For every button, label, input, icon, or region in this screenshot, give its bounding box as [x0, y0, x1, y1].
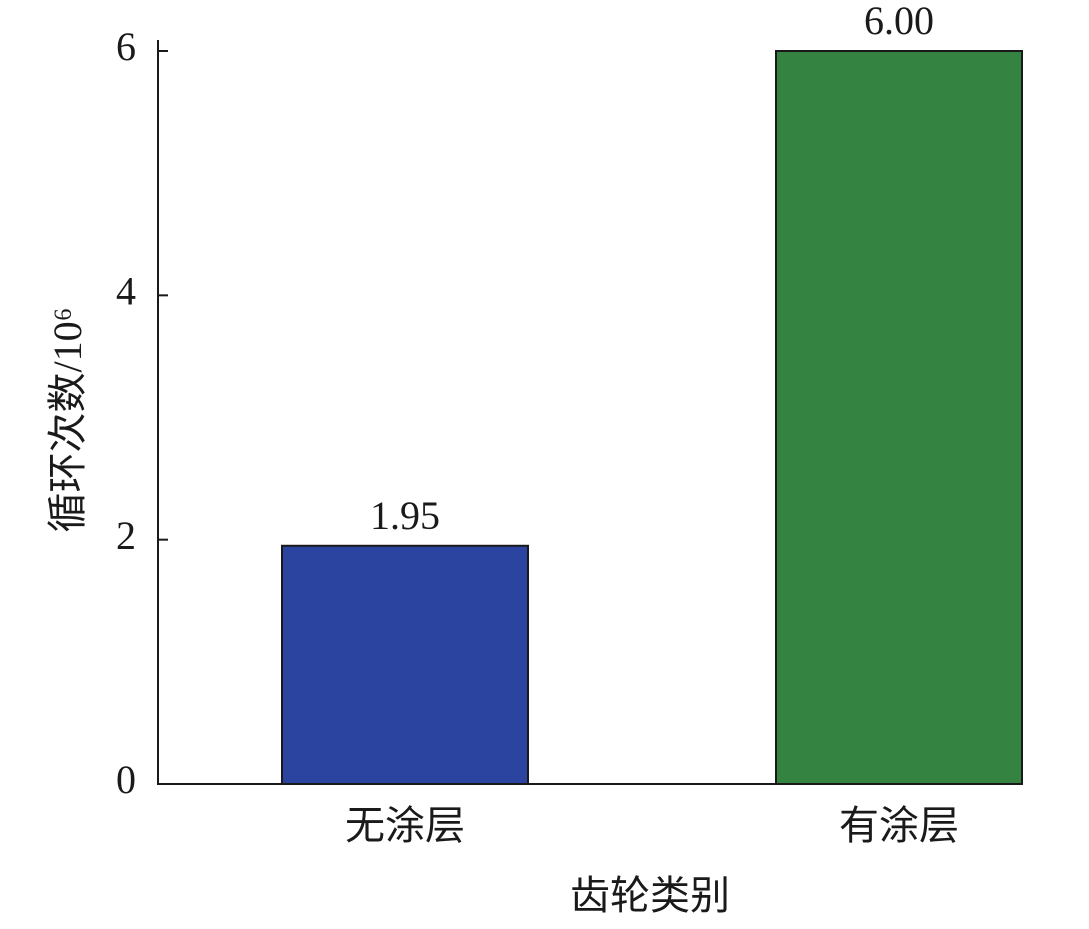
bar	[775, 50, 1023, 785]
y-axis-label: 循环次数/10⁶	[45, 307, 90, 532]
y-tick-label: 0	[116, 757, 136, 802]
bar	[281, 544, 529, 786]
value-label: 6.00	[864, 0, 934, 43]
x-tick-label: 有涂层	[839, 803, 959, 848]
y-tick-label: 4	[116, 269, 136, 314]
x-axis-label: 齿轮类别	[570, 873, 730, 918]
x-tick-label: 无涂层	[345, 803, 465, 848]
y-tick-label: 6	[116, 24, 136, 69]
value-label: 1.95	[370, 493, 440, 538]
y-tick-label: 2	[116, 513, 136, 558]
